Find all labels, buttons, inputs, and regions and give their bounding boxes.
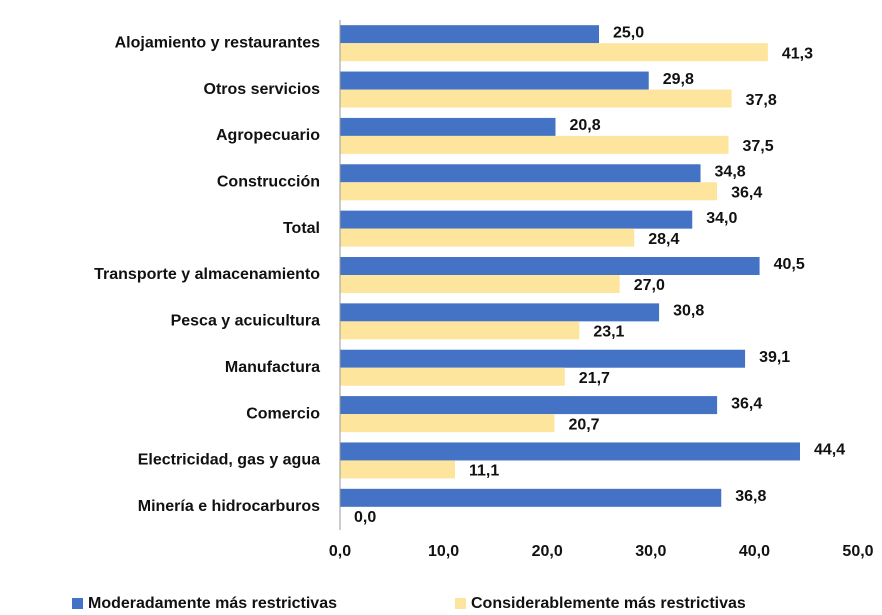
bar bbox=[340, 349, 746, 368]
x-tick-label: 50,0 bbox=[842, 543, 873, 560]
value-label: 36,8 bbox=[735, 488, 766, 505]
x-tick-label: 0,0 bbox=[329, 543, 351, 560]
category-label: Minería e hidrocarburos bbox=[138, 498, 320, 515]
bar bbox=[340, 460, 455, 479]
bar bbox=[340, 210, 693, 229]
value-label: 25,0 bbox=[613, 24, 644, 41]
bar bbox=[340, 396, 718, 415]
value-label: 37,5 bbox=[743, 138, 774, 155]
value-label: 20,7 bbox=[568, 416, 599, 433]
value-label: 0,0 bbox=[354, 509, 376, 526]
category-label: Comercio bbox=[246, 405, 320, 422]
value-label: 21,7 bbox=[579, 370, 610, 387]
value-label: 39,1 bbox=[759, 349, 790, 366]
category-label: Construcción bbox=[217, 173, 320, 190]
x-tick-label: 30,0 bbox=[635, 543, 666, 560]
legend-swatch bbox=[455, 598, 466, 609]
legend-label: Considerablemente más restrictivas bbox=[471, 595, 746, 612]
bar bbox=[340, 43, 768, 62]
category-label: Otros servicios bbox=[204, 81, 321, 98]
value-label: 27,0 bbox=[634, 277, 665, 294]
value-label: 41,3 bbox=[782, 45, 813, 62]
category-label: Transporte y almacenamiento bbox=[94, 266, 320, 283]
x-tick-label: 40,0 bbox=[739, 543, 770, 560]
value-label: 20,8 bbox=[569, 117, 600, 134]
value-label: 37,8 bbox=[746, 92, 777, 109]
value-label: 36,4 bbox=[731, 184, 762, 201]
value-label: 11,1 bbox=[469, 463, 499, 480]
value-label: 23,1 bbox=[593, 324, 624, 341]
bar bbox=[340, 164, 701, 183]
bar bbox=[340, 321, 580, 340]
category-label: Total bbox=[283, 220, 320, 237]
value-label: 40,5 bbox=[774, 256, 805, 273]
bar bbox=[340, 488, 722, 507]
value-label: 36,4 bbox=[731, 395, 762, 412]
x-tick-label: 20,0 bbox=[532, 543, 563, 560]
x-tick-label: 10,0 bbox=[428, 543, 459, 560]
legend-label: Moderadamente más restrictivas bbox=[88, 595, 337, 612]
legend-swatch bbox=[72, 598, 83, 609]
category-label: Manufactura bbox=[225, 359, 320, 376]
category-label: Agropecuario bbox=[216, 127, 320, 144]
bar bbox=[340, 257, 760, 275]
bar bbox=[340, 414, 555, 433]
bar bbox=[340, 228, 635, 247]
category-label: Electricidad, gas y agua bbox=[138, 452, 320, 469]
bar bbox=[340, 367, 565, 386]
bar bbox=[340, 89, 732, 108]
bar bbox=[340, 275, 620, 293]
category-label: Pesca y acuicultura bbox=[171, 313, 321, 330]
value-label: 34,0 bbox=[706, 210, 737, 227]
value-label: 29,8 bbox=[663, 71, 694, 88]
bar bbox=[340, 25, 599, 44]
value-label: 30,8 bbox=[673, 303, 704, 320]
value-label: 34,8 bbox=[715, 163, 746, 180]
bar bbox=[340, 135, 729, 154]
value-label: 44,4 bbox=[814, 442, 845, 459]
bar bbox=[340, 71, 649, 90]
bar bbox=[340, 182, 718, 201]
bar bbox=[340, 303, 660, 322]
value-label: 28,4 bbox=[648, 231, 679, 248]
bar bbox=[340, 442, 800, 461]
category-label: Alojamiento y restaurantes bbox=[115, 34, 321, 51]
bar bbox=[340, 117, 556, 136]
